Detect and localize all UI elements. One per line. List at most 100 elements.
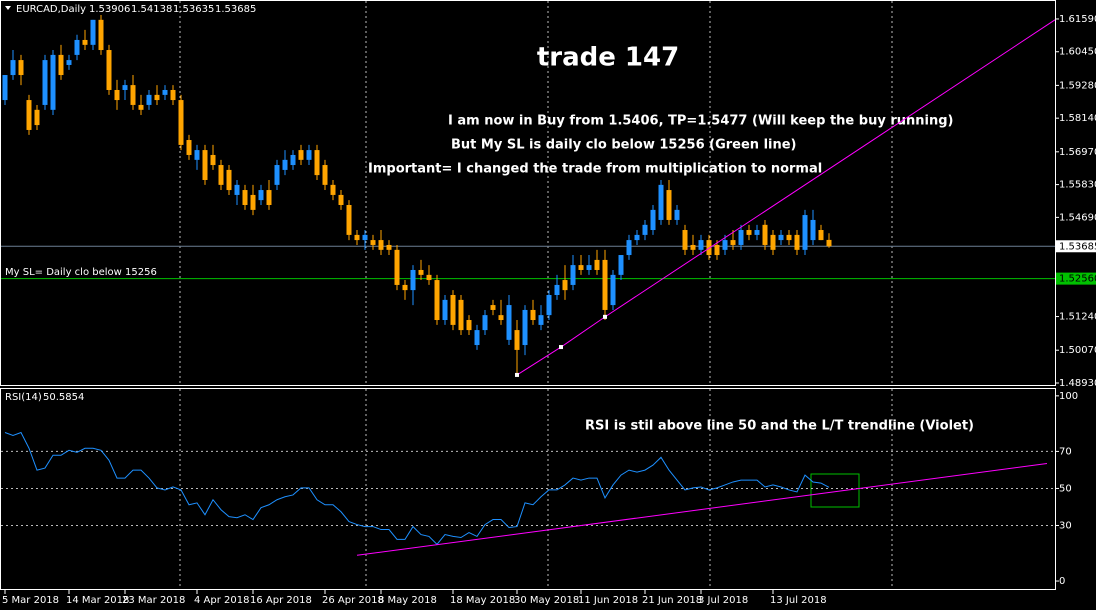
candle-body [2,75,8,101]
annotation: But My SL is daily clo below 15256 (Gree… [451,138,797,153]
candle-body [698,240,704,250]
candle-body [610,274,616,306]
rsi-tick-label: 100 [1059,391,1078,402]
candle-body [130,85,136,105]
y-tick-label: 1.58140 [1059,113,1096,124]
x-tick-label: 30 May 2018 [514,595,579,606]
candle-body [394,249,400,285]
annotation: Important= I changed the trade from mult… [368,162,822,177]
candle-body [498,315,504,321]
candle-body [122,85,128,90]
price-box [1056,240,1096,253]
candle-body [666,190,672,220]
x-tick-label: 18 May 2018 [450,595,515,606]
candle-body [258,190,264,201]
x-tick-label: 26 Apr 2018 [322,595,384,606]
candle-body [250,194,256,210]
candle-body [674,209,680,220]
y-tick-label: 1.61590 [1059,14,1096,25]
x-tick-label: 4 Apr 2018 [194,595,249,606]
candle-body [690,244,696,250]
candle-body [522,309,528,346]
candle-body [770,234,776,250]
candle-body [818,230,824,241]
candle-body [746,230,752,235]
candle-body [354,234,360,241]
candle-body [370,240,376,245]
highlight-box [810,473,860,508]
candle-body [658,184,664,220]
candle-body [210,154,216,166]
candle-body [138,104,144,110]
candle-body [170,89,176,101]
y-tick-label: 1.60450 [1059,47,1096,58]
y-tick-label: 1.54690 [1059,212,1096,223]
candle-body [466,320,472,331]
high-value: 1.54138 [131,4,172,15]
candle-body [514,330,520,350]
candle-body [578,265,584,270]
candle-body [602,259,608,310]
x-tick-label: 16 Apr 2018 [250,595,312,606]
candle-body [34,109,40,126]
candle-body [762,224,768,245]
candle-body [450,295,456,325]
candle-body [314,150,320,176]
main-frame [0,0,1056,386]
x-tick-label: 13 Jul 2018 [770,595,827,606]
candle-body [154,94,160,101]
vertical-grid [179,1,893,589]
sl-label: My SL= Daily clo below 15256 [5,267,157,278]
candle-body [810,219,816,241]
x-tick-label: 8 May 2018 [378,595,437,606]
candle-body [642,224,648,235]
candle-body [74,39,80,55]
candle-body [618,255,624,275]
candle-body [290,154,296,166]
candle-body [242,190,248,206]
candle-body [562,280,568,291]
candle-body [58,54,64,76]
y-tick-label: 1.55830 [1059,180,1096,191]
candle-body [298,150,304,160]
low-value: 1.53635 [173,4,214,15]
candle-body [778,234,784,241]
candle-body [282,159,288,170]
rsi-name: RSI(14) [5,392,42,403]
close-value: 1.53685 [215,4,256,15]
candle-body [50,54,56,110]
candle-body [722,240,728,250]
candle-body [554,284,560,296]
trendline-anchor [603,314,607,319]
candle-body [226,169,232,191]
candle-body [90,19,96,45]
open-value: 1.53906 [89,4,130,15]
rsi-annotation: RSI is stil above line 50 and the L/T tr… [585,419,974,434]
price-box-label: 1.53685 [1059,241,1096,252]
candle-body [266,190,272,206]
x-tick-label: 14 Mar 2018 [66,595,129,606]
candle-body [650,209,656,231]
candle-body [738,230,744,245]
sl-box [1056,272,1096,285]
candle-body [706,240,712,256]
candle-body [682,230,688,250]
candle-body [442,299,448,321]
candle-body [410,269,416,291]
candle-body [82,39,88,45]
candle-body [66,60,72,65]
candle-body [234,184,240,195]
candle-body [546,295,552,316]
candle-body [754,230,760,235]
candle-body [378,240,384,250]
candle-body [418,269,424,275]
candle-body [402,284,408,291]
candle-body [634,234,640,241]
candle-body [714,244,720,256]
candle-body [594,259,600,270]
rsi-line [4,431,830,546]
candle-body [530,309,536,321]
rsi-trendline [356,463,1048,556]
